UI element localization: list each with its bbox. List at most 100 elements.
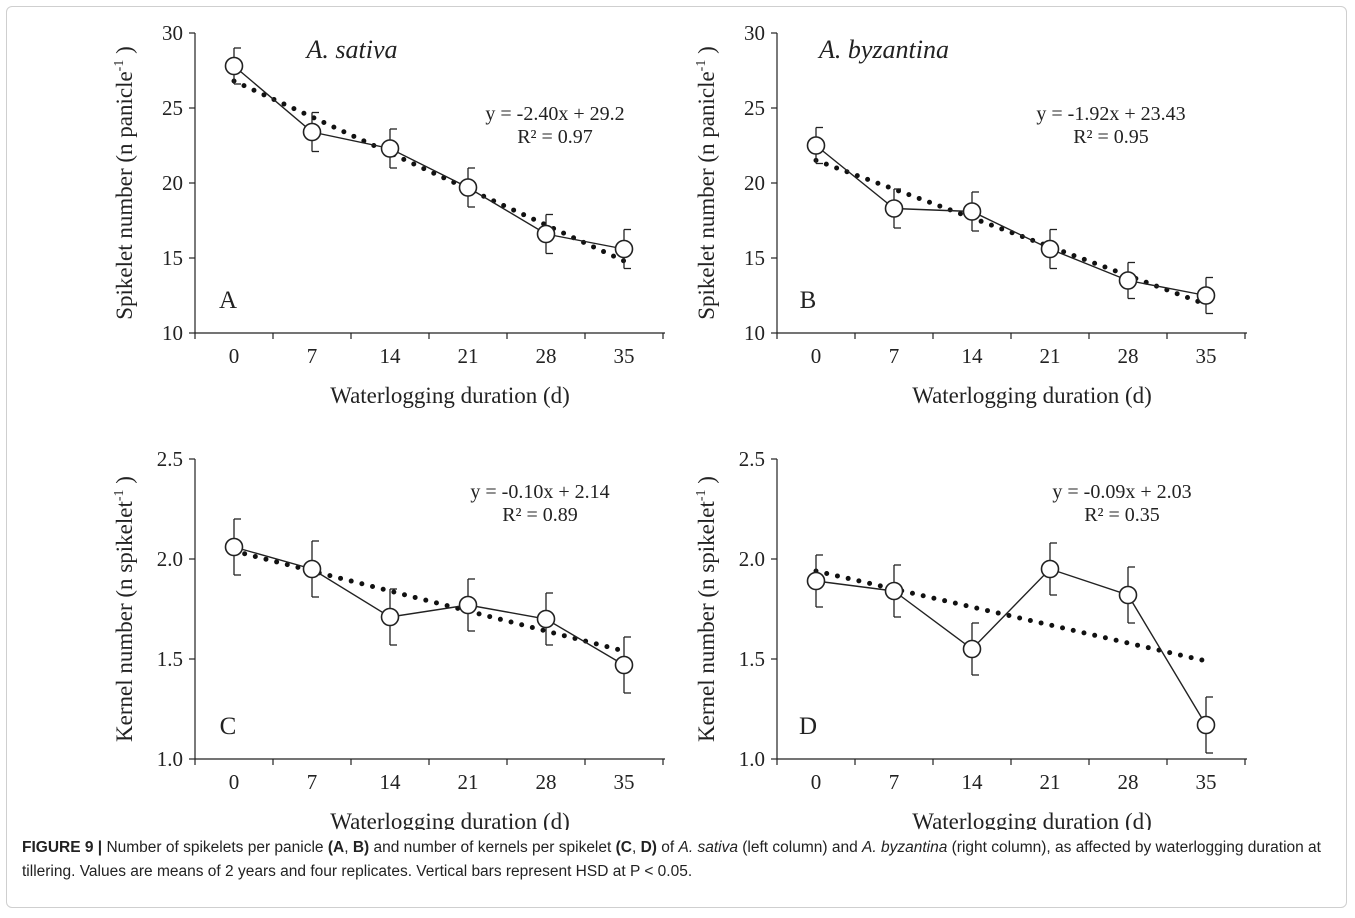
x-tick-label: 35 bbox=[1196, 344, 1217, 368]
caption-species-sativa: A. sativa bbox=[678, 839, 738, 856]
x-tick-label: 35 bbox=[614, 770, 635, 794]
species-title: A. byzantina bbox=[817, 35, 949, 64]
y-tick-label: 25 bbox=[744, 96, 765, 120]
x-tick-label: 28 bbox=[1118, 770, 1139, 794]
regression-equation: y = -0.09x + 2.03 bbox=[1052, 481, 1191, 503]
series-line bbox=[233, 546, 625, 666]
y-tick-label: 25 bbox=[162, 96, 183, 120]
caption-ref-a: (A bbox=[327, 839, 345, 856]
data-point bbox=[224, 56, 244, 76]
caption-text-6: (left column) and bbox=[737, 839, 863, 856]
caption-text-5: of bbox=[656, 839, 679, 856]
r-squared: R² = 0.35 bbox=[1084, 504, 1160, 526]
caption-text-3: and number of kernels per spikelet bbox=[369, 839, 616, 856]
x-tick-label: 14 bbox=[962, 770, 984, 794]
x-tick-label: 14 bbox=[962, 344, 984, 368]
x-tick-label: 28 bbox=[1118, 344, 1139, 368]
x-tick-label: 35 bbox=[1196, 770, 1217, 794]
data-point bbox=[962, 202, 982, 221]
trend-line bbox=[813, 568, 1209, 664]
y-tick-label: 2.5 bbox=[739, 447, 765, 471]
x-tick-label: 28 bbox=[536, 770, 557, 794]
series-line bbox=[233, 65, 625, 250]
r-squared: R² = 0.89 bbox=[502, 504, 578, 526]
y-tick-label: 1.5 bbox=[157, 647, 183, 671]
figure-9-charts: 10 15 20 25 30 0 7 14 21 28 35 Waterlogging duratio… bbox=[112, 21, 1247, 830]
x-tick-label: 0 bbox=[811, 770, 822, 794]
trend-line bbox=[813, 157, 1209, 307]
data-point bbox=[1118, 271, 1138, 290]
x-tick-label: 0 bbox=[229, 344, 240, 368]
y-tick-label: 2.0 bbox=[739, 547, 765, 571]
data-point bbox=[1118, 585, 1138, 605]
y-tick-label: 1.0 bbox=[157, 747, 183, 771]
y-tick-label: 20 bbox=[162, 171, 183, 195]
caption-ref-d: D) bbox=[640, 839, 657, 856]
y-tick-label: 15 bbox=[162, 246, 183, 270]
caption-text-4: , bbox=[631, 839, 641, 856]
y-tick-label: 30 bbox=[162, 21, 183, 45]
x-tick-label: 28 bbox=[536, 344, 557, 368]
data-point bbox=[380, 607, 400, 627]
y-tick-label: 20 bbox=[744, 171, 765, 195]
series-line bbox=[815, 144, 1207, 297]
panel-letter: D bbox=[799, 713, 817, 740]
figure-caption: FIGURE 9 | Number of spikelets per panic… bbox=[22, 836, 1332, 884]
x-tick-label: 35 bbox=[614, 344, 635, 368]
y-tick-label: 15 bbox=[744, 246, 765, 270]
caption-ref-b: B) bbox=[352, 839, 370, 856]
data-point bbox=[884, 199, 904, 218]
data-point bbox=[1040, 559, 1060, 579]
regression-equation: y = -0.10x + 2.14 bbox=[470, 481, 609, 503]
caption-text-1: Number of spikelets per panicle bbox=[102, 839, 328, 856]
caption-text-7: (right column), as affected by waterlogg… bbox=[22, 839, 1321, 880]
caption-label: FIGURE 9 | bbox=[22, 839, 103, 856]
y-axis-label: Kernel number (n spikelet-1 ) bbox=[694, 476, 719, 742]
series-line bbox=[815, 568, 1207, 726]
x-tick-label: 7 bbox=[307, 770, 318, 794]
y-tick-label: 2.0 bbox=[157, 547, 183, 571]
data-point bbox=[884, 581, 904, 601]
data-point bbox=[302, 122, 322, 142]
data-point bbox=[614, 239, 634, 259]
data-point bbox=[1196, 286, 1216, 305]
panel-d: 1.0 1.5 2.0 2.5 0 7 14 21 28 35 Waterlogging durat… bbox=[694, 447, 1247, 830]
x-tick-label: 14 bbox=[380, 344, 402, 368]
data-point bbox=[1196, 715, 1216, 735]
y-axis-label: Spikelet number (n panicle-1 ) bbox=[112, 46, 137, 320]
y-tick-label: 1.0 bbox=[739, 747, 765, 771]
data-point bbox=[806, 571, 826, 591]
panel-c: 1.0 1.5 2.0 2.5 0 7 14 21 28 35 Waterlogging durat… bbox=[112, 447, 665, 830]
data-point bbox=[224, 537, 244, 557]
x-tick-label: 14 bbox=[380, 770, 402, 794]
data-point bbox=[458, 595, 478, 615]
data-point bbox=[536, 609, 556, 629]
y-tick-label: 10 bbox=[162, 321, 183, 345]
r-squared: R² = 0.97 bbox=[517, 126, 593, 148]
y-axis-label: Spikelet number (n panicle-1 ) bbox=[694, 46, 719, 320]
panel-letter: B bbox=[800, 287, 817, 314]
x-tick-label: 21 bbox=[458, 344, 479, 368]
regression-equation: y = -2.40x + 29.2 bbox=[485, 103, 624, 125]
x-tick-label: 0 bbox=[229, 770, 240, 794]
y-tick-label: 10 bbox=[744, 321, 765, 345]
x-tick-label: 0 bbox=[811, 344, 822, 368]
x-tick-label: 7 bbox=[889, 770, 900, 794]
data-point bbox=[962, 639, 982, 659]
x-tick-label: 21 bbox=[1040, 770, 1061, 794]
y-tick-label: 2.5 bbox=[157, 447, 183, 471]
panel-b: 10 15 20 25 30 0 7 14 21 28 35 Waterlogging duratio… bbox=[694, 21, 1247, 408]
caption-ref-c: (C bbox=[615, 839, 632, 856]
species-title: A. sativa bbox=[305, 35, 398, 64]
data-point bbox=[302, 559, 322, 579]
r-squared: R² = 0.95 bbox=[1073, 126, 1149, 148]
x-axis-label: Waterlogging duration (d) bbox=[912, 383, 1152, 408]
data-point bbox=[806, 136, 826, 155]
y-tick-label: 1.5 bbox=[739, 647, 765, 671]
x-tick-label: 7 bbox=[307, 344, 318, 368]
x-axis-label: Waterlogging duration (d) bbox=[912, 809, 1152, 830]
panel-letter: C bbox=[220, 713, 237, 740]
data-point bbox=[536, 224, 556, 244]
trend-line bbox=[231, 548, 627, 654]
x-axis-label: Waterlogging duration (d) bbox=[330, 809, 570, 830]
